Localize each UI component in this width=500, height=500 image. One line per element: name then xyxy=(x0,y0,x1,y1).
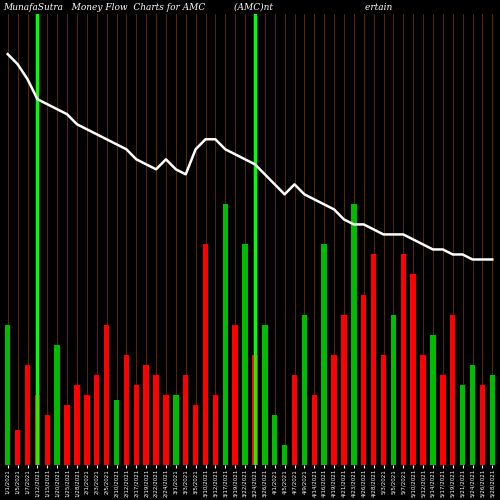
Bar xyxy=(341,314,346,465)
Bar xyxy=(242,244,248,465)
Bar xyxy=(450,314,456,465)
Bar xyxy=(173,394,178,465)
Bar xyxy=(252,354,258,465)
Bar xyxy=(54,344,60,465)
Bar xyxy=(104,324,110,465)
Bar xyxy=(371,254,376,465)
Bar xyxy=(5,324,10,465)
Bar xyxy=(430,334,436,465)
Bar xyxy=(134,384,139,465)
Bar xyxy=(222,204,228,465)
Bar xyxy=(381,354,386,465)
Bar xyxy=(25,364,30,465)
Bar xyxy=(94,374,100,465)
Bar xyxy=(400,254,406,465)
Bar xyxy=(332,354,337,465)
Bar xyxy=(114,400,119,465)
Text: MunafaSutra   Money Flow  Charts for AMC          (AMC)nt                       : MunafaSutra Money Flow Charts for AMC (A… xyxy=(3,3,392,12)
Bar xyxy=(490,374,495,465)
Bar xyxy=(480,384,485,465)
Bar xyxy=(390,314,396,465)
Bar xyxy=(44,414,50,465)
Bar xyxy=(292,374,297,465)
Bar xyxy=(361,294,366,465)
Bar xyxy=(124,354,129,465)
Bar xyxy=(420,354,426,465)
Bar xyxy=(312,394,317,465)
Bar xyxy=(212,394,218,465)
Bar xyxy=(262,324,268,465)
Bar xyxy=(193,404,198,465)
Bar xyxy=(282,445,288,465)
Bar xyxy=(203,244,208,465)
Bar xyxy=(460,384,466,465)
Bar xyxy=(440,374,446,465)
Bar xyxy=(163,394,168,465)
Bar xyxy=(84,394,89,465)
Bar xyxy=(154,374,159,465)
Bar xyxy=(410,274,416,465)
Bar xyxy=(470,364,475,465)
Bar xyxy=(351,204,356,465)
Bar xyxy=(232,324,238,465)
Bar xyxy=(183,374,188,465)
Bar xyxy=(302,314,307,465)
Bar xyxy=(272,414,278,465)
Bar xyxy=(15,430,20,465)
Bar xyxy=(322,244,327,465)
Bar xyxy=(64,404,70,465)
Bar xyxy=(34,394,40,465)
Bar xyxy=(74,384,80,465)
Bar xyxy=(144,364,149,465)
